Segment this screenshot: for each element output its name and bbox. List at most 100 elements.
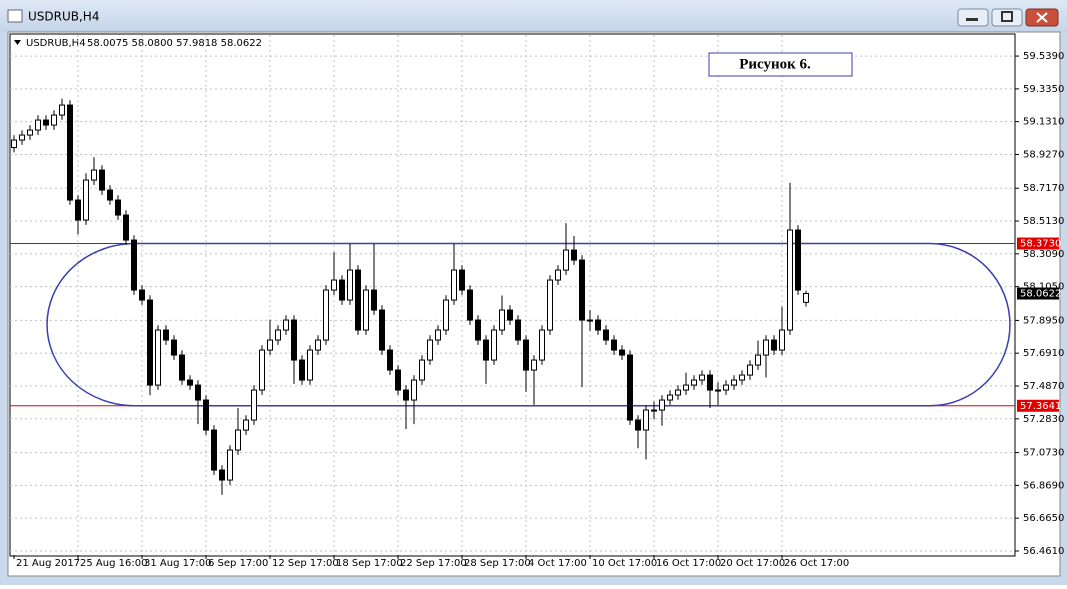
window-icon	[7, 9, 23, 23]
candle-body	[315, 339, 321, 351]
candle-body	[379, 309, 385, 351]
candle-body	[451, 269, 457, 301]
maximize-button[interactable]	[991, 8, 1023, 27]
candle-body	[715, 389, 721, 392]
minimize-icon	[966, 18, 978, 21]
candle-body	[443, 299, 449, 331]
minimize-button[interactable]	[957, 8, 989, 27]
price-box	[1017, 399, 1059, 412]
x-tick-label: 20 Oct 17:00	[720, 558, 785, 569]
menu-arrow	[14, 40, 21, 45]
y-tick-label: 56.8690	[1023, 480, 1064, 491]
candle-body	[771, 339, 777, 351]
candle-body	[595, 319, 601, 331]
last-price-label: 58.0622	[1020, 289, 1061, 300]
candle-body	[139, 289, 145, 301]
ohlc-info: 58.0075 58.0800 57.9818 58.0622	[87, 38, 262, 49]
candle-body	[251, 389, 257, 421]
candle-body	[675, 389, 681, 396]
candle-body	[155, 329, 161, 386]
x-tick-label: 10 Oct 17:00	[592, 558, 657, 569]
candle-body	[163, 329, 169, 341]
candle-body	[283, 319, 289, 331]
candle-body	[747, 364, 753, 376]
candle-body	[435, 329, 441, 341]
candle-body	[723, 384, 729, 391]
candle-body	[539, 329, 545, 361]
candle-body	[523, 339, 529, 371]
candle-body	[187, 379, 193, 386]
candle-body	[683, 384, 689, 391]
candle-body	[403, 389, 409, 401]
price-box	[1017, 237, 1059, 250]
x-tick-label: 28 Sep 17:00	[464, 558, 531, 569]
annotation: Рисунок 6.	[739, 56, 811, 72]
y-tick-label: 59.1310	[1023, 117, 1064, 128]
candle-body	[547, 279, 553, 331]
candle-body	[227, 449, 233, 481]
y-tick-label: 58.5130	[1023, 216, 1064, 227]
candle-body	[579, 259, 585, 321]
candle-body	[339, 279, 345, 301]
last-price-box	[1017, 287, 1059, 300]
candle-body	[731, 379, 737, 386]
channel	[46, 242, 1011, 407]
candle-body	[299, 359, 305, 381]
candle-body	[459, 269, 465, 291]
y-tick-label: 58.1050	[1023, 282, 1064, 293]
y-tick-label: 56.6650	[1023, 513, 1064, 524]
candle-body	[427, 339, 433, 361]
candle-body	[531, 359, 537, 371]
candle-body	[67, 104, 73, 201]
candle-body	[795, 229, 801, 291]
candle-body	[43, 119, 49, 126]
annotation-box	[708, 52, 853, 77]
candle-body	[395, 369, 401, 391]
candle-body	[419, 359, 425, 381]
candle-body	[107, 189, 113, 201]
x-tick-label: 26 Oct 17:00	[784, 558, 849, 569]
candle-body	[259, 349, 265, 391]
y-tick-label: 59.3350	[1023, 84, 1064, 95]
y-tick-label: 57.6910	[1023, 348, 1064, 359]
candle-body	[27, 129, 33, 136]
y-tick-label: 59.5390	[1023, 51, 1064, 62]
candle-body	[115, 199, 121, 216]
y-tick-label: 58.3090	[1023, 249, 1064, 260]
x-tick-label: 31 Aug 17:00	[144, 558, 211, 569]
y-tick-label: 57.0730	[1023, 448, 1064, 459]
chart-area	[7, 31, 1061, 577]
candle-body	[59, 104, 65, 116]
candle-body	[555, 269, 561, 281]
candle-body	[619, 349, 625, 356]
candle-body	[307, 349, 313, 381]
candle-body	[371, 289, 377, 311]
candle-body	[507, 309, 513, 321]
candle-body	[99, 169, 105, 191]
window-title: USDRUB,H4	[28, 10, 99, 24]
candle-body	[147, 299, 153, 386]
close-icon	[1036, 12, 1048, 23]
candle-body	[51, 114, 57, 126]
candle-body	[203, 399, 209, 431]
x-tick-label: 18 Sep 17:00	[336, 558, 403, 569]
candle-body	[355, 269, 361, 331]
candle-body	[275, 329, 281, 341]
candle-body	[571, 249, 577, 261]
candle-body	[651, 409, 657, 412]
candle-body	[323, 289, 329, 341]
candle-body	[787, 229, 793, 331]
candle-body	[19, 134, 25, 141]
candle-body	[363, 289, 369, 331]
candle-body	[763, 339, 769, 356]
candle-body	[411, 379, 417, 401]
price-label: 57.3641	[1020, 401, 1061, 412]
x-tick-label: 22 Sep 17:00	[400, 558, 467, 569]
y-tick-label: 58.7170	[1023, 183, 1064, 194]
y-tick-label: 57.4870	[1023, 381, 1064, 392]
candle-body	[347, 269, 353, 301]
candle-body	[667, 394, 673, 401]
candle-body	[499, 309, 505, 331]
candle-body	[83, 179, 89, 221]
candle-body	[659, 399, 665, 411]
